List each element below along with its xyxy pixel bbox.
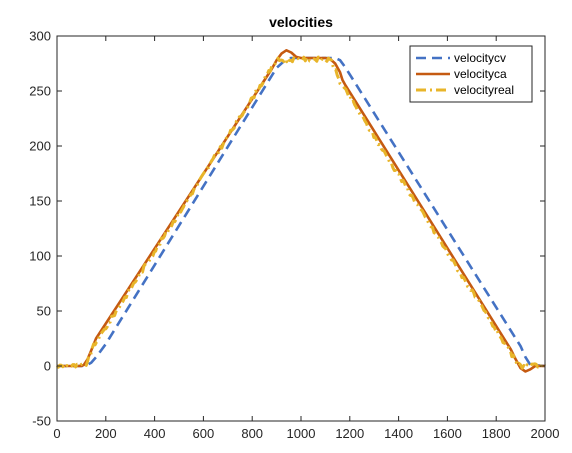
series-layer bbox=[55, 48, 547, 373]
legend-label-velocitycv: velocitycv bbox=[454, 51, 506, 65]
x-tick-label: 1000 bbox=[287, 426, 316, 441]
y-tick-label: 250 bbox=[29, 84, 51, 99]
x-tick-label: 800 bbox=[241, 426, 263, 441]
y-tick-label: 300 bbox=[29, 29, 51, 44]
legend-label-velocityreal: velocityreal bbox=[454, 83, 514, 97]
y-tick-label: 150 bbox=[29, 194, 51, 209]
legend: velocitycv velocityca velocityreal bbox=[409, 45, 533, 103]
x-tick-label: 1600 bbox=[433, 426, 462, 441]
x-tick-label: 1200 bbox=[335, 426, 364, 441]
x-tick-label: 600 bbox=[193, 426, 215, 441]
x-tick-label: 1800 bbox=[482, 426, 511, 441]
axes-layer: 0 200 400 600 800 1000 1200 1400 1600 1800 2000-50… bbox=[29, 29, 559, 442]
x-tick-label: 400 bbox=[144, 426, 166, 441]
x-tick-label: 0 bbox=[53, 426, 60, 441]
y-tick-label: 50 bbox=[37, 304, 51, 319]
x-tick-label: 200 bbox=[95, 426, 117, 441]
y-tick-label: 0 bbox=[44, 359, 51, 374]
y-tick-label: 200 bbox=[29, 139, 51, 154]
chart-title: velocities bbox=[269, 14, 333, 30]
x-tick-label: 2000 bbox=[531, 426, 560, 441]
y-tick-label: 100 bbox=[29, 249, 51, 264]
series-line-velocityreal bbox=[55, 55, 547, 370]
y-tick-label: -50 bbox=[32, 414, 51, 429]
x-tick-label: 1400 bbox=[384, 426, 413, 441]
legend-label-velocityca: velocityca bbox=[454, 67, 507, 81]
